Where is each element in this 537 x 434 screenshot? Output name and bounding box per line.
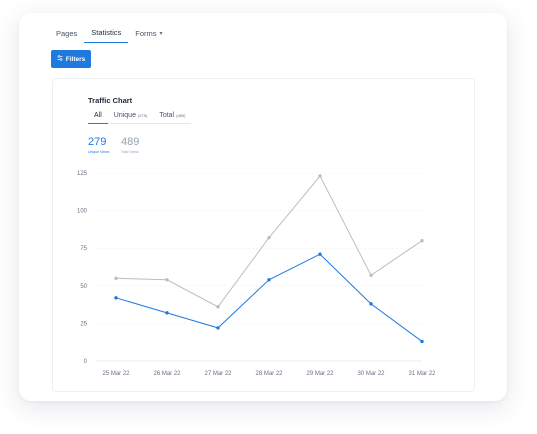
y-tick-label: 0 [84,359,88,365]
top-tabs: Pages Statistics Forms ▾ [49,25,170,43]
data-point[interactable] [165,311,169,315]
filter-icon [57,55,63,63]
data-point[interactable] [369,302,373,306]
x-tick-label: 29 Mar 22 [306,371,334,377]
traffic-chart-panel: Traffic Chart All Unique (279) Total (489)… [52,78,475,392]
data-point[interactable] [114,276,118,280]
chart-tab-total[interactable]: Total (489) [153,110,192,124]
chart-tab-unique-count: (279) [137,113,148,118]
unique-views-label: Unique Views [88,150,110,154]
total-views-value: 489 [121,136,140,148]
total-views-metric: 489 Total Views [121,136,139,154]
y-tick-label: 75 [80,246,87,252]
traffic-line-chart: 0 25 50 75 100 125 25 Mar 22 26 Mar 22 27 Mar 22… [77,171,436,377]
x-tick-label: 30 Mar 22 [357,371,385,377]
data-point[interactable] [318,252,322,256]
x-tick-label: 27 Mar 22 [204,371,232,377]
chart-tab-all-label: All [94,112,102,119]
filters-label: Filters [65,55,86,63]
chart-tab-total-label: Total [159,112,175,119]
data-point[interactable] [267,235,271,240]
chevron-down-icon: ▾ [159,30,163,37]
unique-views-metric: 279 Unique Views [88,136,109,154]
chart-tab-unique[interactable]: Unique (279) [107,110,154,124]
tab-forms-label: Forms [135,28,157,38]
tab-pages-label: Pages [56,28,78,38]
x-tick-label: 31 Mar 22 [408,371,436,377]
chart-tab-total-count: (489) [176,113,186,118]
statistics-card: Pages Statistics Forms ▾ Filters Traffic… [19,13,507,401]
data-point[interactable] [420,339,424,344]
filters-button[interactable]: Filters [51,50,91,68]
chart-tabs: All Unique (279) Total (489) [88,110,192,124]
chart-title: Traffic Chart [88,96,133,105]
tab-statistics[interactable]: Statistics [84,25,129,43]
x-tick-label: 28 Mar 22 [255,371,283,377]
unique-views-value: 279 [88,136,107,148]
y-tick-label: 100 [77,209,88,215]
x-tick-label: 26 Mar 22 [153,371,181,377]
data-point[interactable] [420,238,424,243]
data-point[interactable] [165,278,169,282]
chart-tab-all[interactable]: All [88,110,108,124]
data-point[interactable] [216,326,220,330]
y-tick-label: 25 [80,321,87,327]
y-tick-label: 50 [80,284,87,290]
data-point[interactable] [318,174,322,178]
tab-forms[interactable]: Forms ▾ [128,25,169,43]
series-line-0 [115,175,423,308]
data-point[interactable] [267,278,271,282]
y-tick-label: 125 [77,171,88,177]
chart-tab-unique-label: Unique [113,112,136,119]
data-point[interactable] [369,273,373,277]
data-point[interactable] [114,296,118,300]
tab-statistics-label: Statistics [91,28,122,37]
tab-pages[interactable]: Pages [49,25,84,43]
x-tick-label: 25 Mar 22 [102,371,130,377]
data-point[interactable] [216,305,220,309]
series-line-1 [115,253,423,342]
total-views-label: Total Views [121,150,139,154]
